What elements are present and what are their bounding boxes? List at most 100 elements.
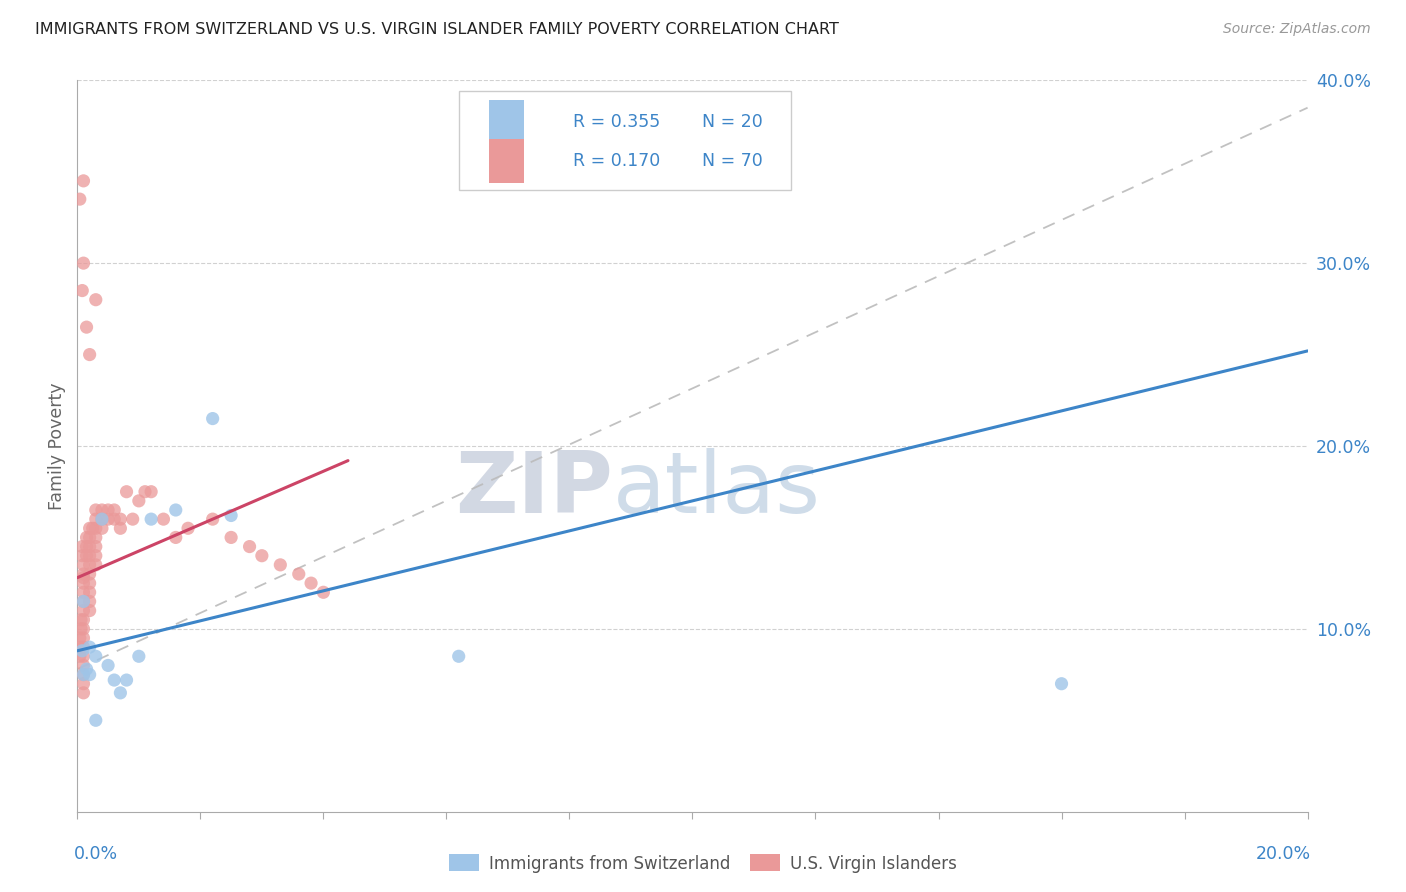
Point	[447, 649, 470, 664]
Text: 20.0%: 20.0%	[1256, 845, 1312, 863]
Point	[79, 667, 101, 681]
Text: N = 70: N = 70	[703, 152, 763, 169]
Point	[72, 576, 94, 591]
Point	[141, 512, 163, 526]
Point	[72, 558, 94, 572]
Point	[141, 484, 163, 499]
Point	[90, 521, 114, 535]
Point	[76, 662, 98, 676]
Point	[110, 686, 132, 700]
Text: 0.0%: 0.0%	[73, 845, 118, 863]
Point	[70, 284, 93, 298]
Point	[72, 613, 94, 627]
Point	[72, 631, 94, 645]
Point	[79, 603, 101, 617]
Point	[115, 673, 138, 687]
Point	[110, 521, 132, 535]
Point	[72, 686, 94, 700]
Point	[177, 521, 200, 535]
Point	[69, 192, 91, 206]
Point	[103, 512, 125, 526]
Point	[90, 512, 114, 526]
Point	[201, 411, 224, 425]
Point	[79, 594, 101, 608]
Point	[239, 540, 262, 554]
Point	[76, 530, 98, 544]
Y-axis label: Family Poverty: Family Poverty	[48, 383, 66, 509]
Point	[121, 512, 143, 526]
Point	[70, 613, 93, 627]
Point	[76, 549, 98, 563]
Point	[84, 714, 107, 728]
Point	[84, 649, 107, 664]
Point	[90, 503, 114, 517]
Point	[72, 603, 94, 617]
Point	[70, 549, 93, 563]
Point	[84, 293, 107, 307]
Point	[110, 512, 132, 526]
Point	[152, 512, 174, 526]
Point	[79, 558, 101, 572]
Point	[72, 667, 94, 681]
Point	[69, 631, 91, 645]
Point	[70, 644, 93, 658]
Point	[70, 540, 93, 554]
Point	[72, 667, 94, 681]
Point	[97, 658, 120, 673]
Point	[312, 585, 335, 599]
Point	[84, 512, 107, 526]
Point	[165, 530, 187, 544]
Text: N = 20: N = 20	[703, 113, 763, 131]
Point	[72, 585, 94, 599]
Point	[76, 540, 98, 554]
Point	[84, 503, 107, 517]
Point	[72, 174, 94, 188]
Point	[72, 594, 94, 608]
Point	[82, 521, 104, 535]
Point	[79, 540, 101, 554]
Point	[103, 673, 125, 687]
Point	[97, 503, 120, 517]
Point	[90, 512, 114, 526]
Bar	[489, 139, 524, 183]
Point	[134, 484, 156, 499]
Point	[72, 567, 94, 582]
Point	[288, 567, 311, 582]
Text: R = 0.355: R = 0.355	[574, 113, 661, 131]
Point	[219, 508, 242, 523]
Point	[79, 640, 101, 655]
Point	[84, 540, 107, 554]
Point	[79, 549, 101, 563]
Point	[72, 649, 94, 664]
Point	[299, 576, 322, 591]
Text: ZIP: ZIP	[454, 449, 613, 532]
Point	[69, 649, 91, 664]
Point	[269, 558, 291, 572]
Text: IMMIGRANTS FROM SWITZERLAND VS U.S. VIRGIN ISLANDER FAMILY POVERTY CORRELATION C: IMMIGRANTS FROM SWITZERLAND VS U.S. VIRG…	[35, 22, 839, 37]
Point	[84, 558, 107, 572]
Point	[72, 676, 94, 690]
Point	[128, 493, 150, 508]
Bar	[489, 101, 524, 145]
Point	[79, 530, 101, 544]
Text: R = 0.170: R = 0.170	[574, 152, 661, 169]
Point	[72, 622, 94, 636]
Point	[79, 521, 101, 535]
Point	[79, 576, 101, 591]
Point	[70, 622, 93, 636]
Point	[72, 658, 94, 673]
Point	[79, 348, 101, 362]
Point	[84, 549, 107, 563]
Point	[72, 256, 94, 270]
Point	[97, 512, 120, 526]
Point	[72, 640, 94, 655]
Point	[201, 512, 224, 526]
Point	[1050, 676, 1073, 690]
Point	[84, 530, 107, 544]
Point	[103, 503, 125, 517]
FancyBboxPatch shape	[458, 91, 792, 190]
Point	[165, 503, 187, 517]
Point	[128, 649, 150, 664]
Legend: Immigrants from Switzerland, U.S. Virgin Islanders: Immigrants from Switzerland, U.S. Virgin…	[443, 847, 963, 880]
Point	[84, 521, 107, 535]
